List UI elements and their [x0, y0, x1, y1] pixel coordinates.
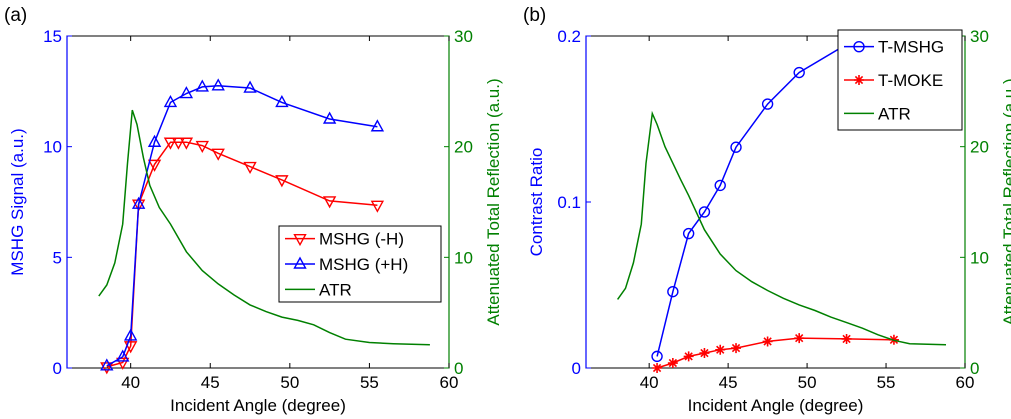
data-point-mshg-h: [116, 349, 130, 362]
x-tick-label: 55: [360, 373, 379, 392]
data-point-mshg-h: [123, 328, 138, 341]
panel-b-label: (b): [523, 5, 546, 26]
right-y-tick-label: 20: [454, 138, 473, 157]
x-tick-label: 45: [719, 373, 738, 392]
data-point-t-mshg: [698, 206, 711, 218]
data-point-t-moke: [683, 351, 694, 362]
data-point-t-moke: [652, 363, 663, 373]
series-line-atr: [616, 110, 947, 346]
data-point-t-mshg: [761, 98, 774, 110]
legend-marker-mshg-h: [293, 256, 307, 269]
data-point-t-mshg: [682, 227, 695, 240]
x-tick-label: 40: [121, 373, 140, 392]
data-point-t-mshg: [730, 141, 742, 153]
data-point-mshg-h: [322, 111, 337, 124]
data-point-t-mshg: [793, 66, 805, 79]
data-point-mshg-h: [179, 86, 194, 99]
data-point-mshg-h: [195, 140, 209, 154]
data-point-mshg-h: [211, 148, 225, 161]
data-point-t-moke: [715, 344, 726, 355]
left-y-tick-label: 5: [53, 248, 62, 267]
data-point-mshg-h: [147, 134, 162, 147]
legend-label-t-moke: T-MOKE: [878, 71, 943, 90]
x-tick-label: 40: [640, 373, 659, 392]
data-point-mshg-h: [131, 196, 146, 209]
data-point-mshg-h: [100, 358, 114, 371]
data-point-mshg-h: [100, 362, 114, 375]
x-tick-label: 50: [280, 373, 299, 392]
series-line-t-moke: [656, 337, 894, 369]
x-tick-label: 50: [798, 373, 817, 392]
left-y-tick-label: 0.1: [557, 193, 581, 212]
x-tick-label: 60: [956, 373, 975, 392]
data-point-t-moke: [762, 336, 773, 347]
data-point-mshg-h: [211, 78, 225, 91]
data-point-mshg-h: [370, 200, 385, 213]
legend-label-mshg-h: MSHG (+H): [319, 255, 408, 274]
data-point-mshg-h: [171, 137, 186, 150]
right-y-tick-label: 10: [970, 248, 989, 267]
right-y-tick-label: 10: [454, 248, 473, 267]
series-line-atr: [98, 109, 430, 346]
right-y-tick-label: 30: [970, 27, 989, 46]
data-point-t-moke: [699, 348, 710, 359]
left-y-tick-label: 0: [53, 359, 62, 378]
left-y-tick-label: 0.2: [557, 27, 581, 46]
legend-marker-mshg-h: [293, 233, 307, 247]
data-point-t-moke: [731, 343, 742, 354]
data-point-mshg-h: [243, 161, 257, 175]
left-y-tick-label: 0: [572, 359, 581, 378]
data-point-mshg-h: [163, 137, 178, 150]
data-point-mshg-h: [123, 341, 138, 354]
data-point-mshg-h: [195, 79, 209, 92]
series-line-t-mshg: [656, 35, 895, 357]
right-y-axis-title: Attenuated Total Reflection (a.u.): [1000, 78, 1011, 325]
data-point-mshg-h: [275, 175, 289, 188]
data-point-mshg-h: [322, 196, 337, 209]
data-point-t-mshg: [667, 285, 679, 298]
left-y-tick-label: 10: [43, 138, 62, 157]
legend-label-mshg-h: MSHG (-H): [319, 230, 404, 249]
legend-marker-t-moke: [854, 75, 864, 85]
data-point-mshg-h: [116, 357, 130, 370]
right-y-tick-label: 0: [970, 359, 979, 378]
panel-a-label: (a): [4, 5, 27, 26]
data-point-t-moke: [794, 333, 805, 344]
data-point-mshg-h: [163, 94, 178, 108]
legend-label-atr: ATR: [319, 280, 352, 299]
legend-marker-t-mshg: [853, 40, 865, 53]
legend-label-atr: ATR: [878, 104, 911, 123]
data-point-mshg-h: [370, 119, 385, 132]
x-tick-label: 45: [201, 373, 220, 392]
data-point-t-mshg: [651, 350, 663, 363]
data-point-mshg-h: [243, 80, 257, 93]
legend-label-t-mshg: T-MSHG: [878, 38, 944, 57]
left-y-axis-title: Contrast Ratio: [527, 148, 546, 257]
data-point-t-moke: [667, 358, 678, 369]
x-axis-title: Incident Angle (degree): [170, 396, 346, 415]
right-y-tick-label: 20: [970, 138, 989, 157]
left-y-tick-label: 15: [43, 27, 62, 46]
x-axis-title: Incident Angle (degree): [688, 396, 864, 415]
data-point-t-mshg: [714, 179, 726, 192]
data-point-mshg-h: [147, 159, 162, 172]
left-y-axis-title: MSHG Signal (a.u.): [8, 128, 27, 275]
right-y-axis-title: Attenuated Total Reflection (a.u.): [484, 78, 503, 325]
right-y-tick-label: 0: [454, 359, 463, 378]
data-point-mshg-h: [275, 94, 289, 108]
data-point-t-moke: [841, 333, 852, 344]
right-y-tick-label: 30: [454, 27, 473, 46]
data-point-mshg-h: [179, 137, 194, 150]
x-tick-label: 55: [877, 373, 896, 392]
x-tick-label: 60: [440, 373, 459, 392]
series-line-mshg-h: [106, 85, 378, 367]
data-point-mshg-h: [131, 199, 146, 212]
